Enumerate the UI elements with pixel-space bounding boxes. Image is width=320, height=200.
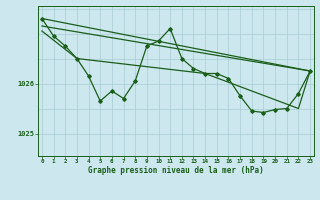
X-axis label: Graphe pression niveau de la mer (hPa): Graphe pression niveau de la mer (hPa): [88, 166, 264, 175]
